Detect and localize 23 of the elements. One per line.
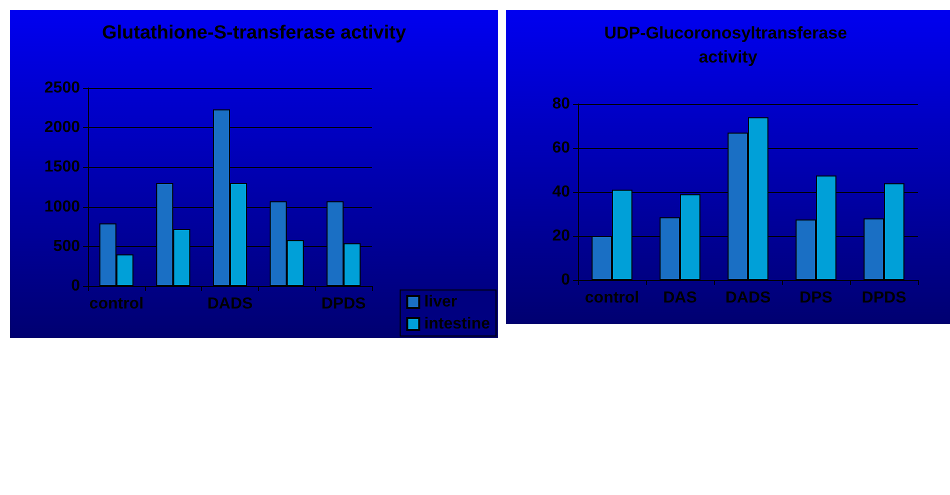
legend-label: intestine xyxy=(424,316,490,332)
chart-title: UDP-Glucoronosyltransferase activity xyxy=(604,24,852,66)
y-tick-label: 60 xyxy=(552,140,570,156)
y-tick-label: 0 xyxy=(71,278,80,294)
chart-title: Glutathione-S-transferase activity xyxy=(102,22,406,44)
y-tick-label: 1000 xyxy=(44,198,80,216)
y-tick-label: 500 xyxy=(53,238,80,255)
y-tick-label: 2500 xyxy=(44,80,80,96)
x-tick-label: DPDS xyxy=(862,290,907,306)
x-tick-label: control xyxy=(584,290,640,306)
y-tick-label: 2000 xyxy=(44,119,80,136)
y-tick-label: 0 xyxy=(561,272,570,288)
x-tick-label: DPS xyxy=(800,290,833,306)
y-tick-label: 1500 xyxy=(44,158,80,176)
x-tick-label: DADS xyxy=(207,296,253,312)
x-tick-label: control xyxy=(89,296,144,312)
y-tick-label: 80 xyxy=(552,96,570,112)
legend-label: liver xyxy=(424,294,458,310)
x-tick-label: DPDS xyxy=(321,296,366,312)
y-tick-label: 40 xyxy=(552,184,570,200)
x-tick-label: DAS xyxy=(663,290,698,306)
x-tick-label: DADS xyxy=(725,290,771,306)
y-tick-label: 20 xyxy=(552,228,570,244)
